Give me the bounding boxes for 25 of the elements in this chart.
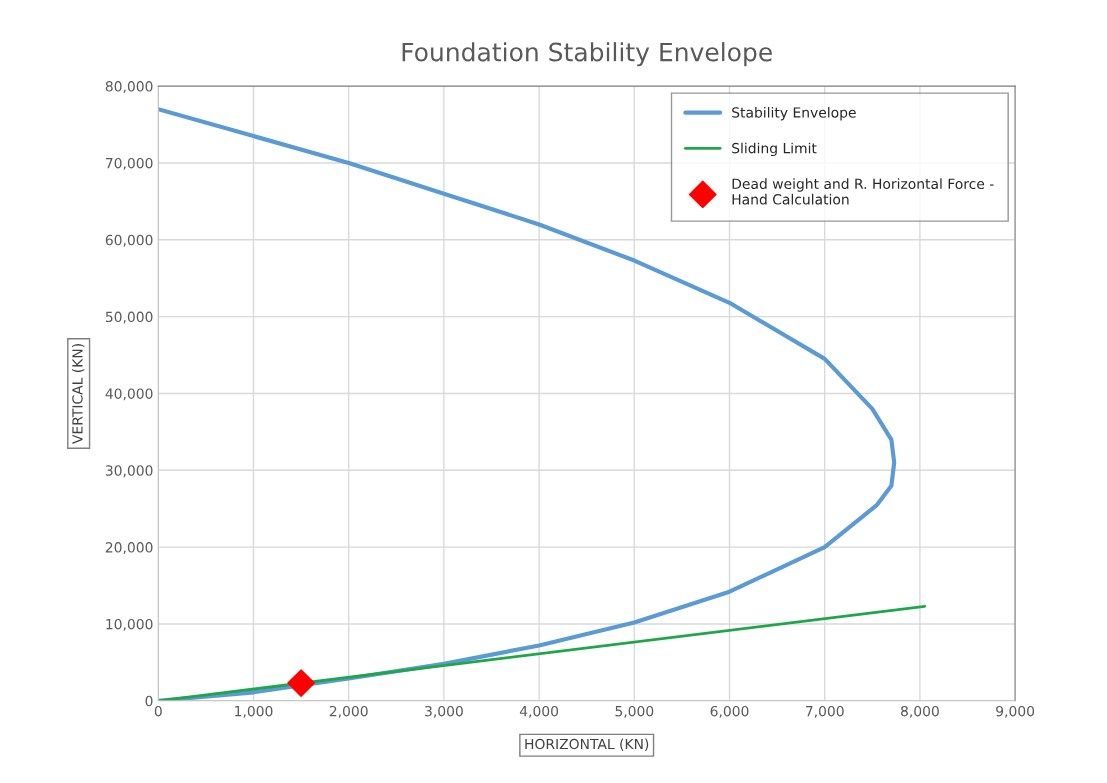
x-tick-label: 8,000: [900, 705, 939, 718]
y-tick-label: 80,000: [105, 81, 153, 94]
x-tick-label: 6,000: [710, 705, 749, 718]
y-tick-label: 10,000: [106, 618, 153, 631]
x-tick-label: 4,000: [519, 705, 559, 718]
y-tick-label: 40,000: [105, 388, 153, 401]
y-tick-label: 70,000: [105, 157, 153, 170]
x-tick-label: 9,000: [996, 705, 1035, 718]
x-axis-title: HORIZONTAL (KN): [525, 738, 649, 751]
legend-label: Sliding Limit: [732, 142, 817, 157]
y-tick-label: 20,000: [105, 542, 153, 555]
y-tick-label: 60,000: [105, 234, 153, 247]
x-tick-label: 7,000: [805, 705, 844, 718]
legend-label: Dead weight and R. Horizontal Force - Hand Calculation: [732, 178, 994, 205]
x-tick-label: 3,000: [425, 705, 463, 718]
legend-label: Stability Envelope: [732, 106, 856, 121]
chart-title: Foundation Stability Envelope: [402, 42, 772, 67]
y-tick-label: 30,000: [105, 465, 153, 478]
y-axis-title: VERTICAL (KN): [71, 344, 85, 444]
x-tick-label: 1,000: [235, 705, 273, 718]
x-tick-label: 0: [154, 705, 162, 717]
x-tick-label: 5,000: [615, 705, 654, 718]
x-tick-label: 2,000: [329, 705, 368, 718]
y-tick-label: 0: [145, 695, 153, 707]
y-tick-label: 50,000: [105, 311, 153, 324]
